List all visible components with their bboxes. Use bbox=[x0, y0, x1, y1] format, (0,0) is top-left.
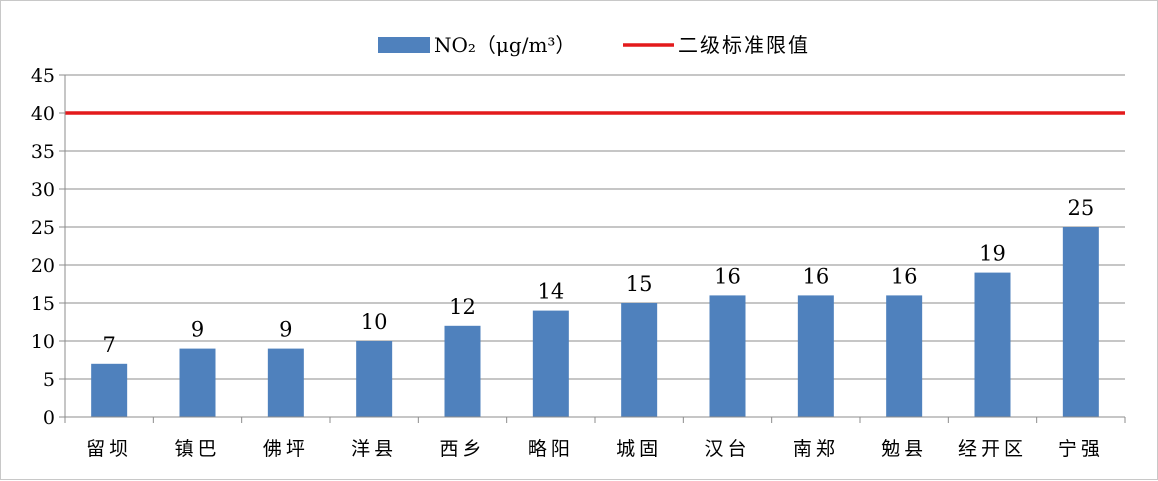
bar-value-label-1: 9 bbox=[191, 318, 204, 342]
bar-11 bbox=[1062, 227, 1099, 417]
bar-8 bbox=[797, 295, 834, 417]
x-category-label-9: 勉县 bbox=[881, 438, 927, 460]
x-category-label-1: 镇巴 bbox=[174, 438, 220, 460]
bar-value-label-8: 16 bbox=[802, 264, 829, 288]
axes-group: 0 5 10 15 20 25 30 35 40 45 留坝 镇巴 佛坪 洋县 西乡 略阳 城固 汉台 南郑 勉县 经开… bbox=[31, 65, 1126, 460]
x-category-label-2: 佛坪 bbox=[263, 438, 309, 460]
x-category-label-11: 宁强 bbox=[1058, 438, 1104, 460]
y-tick-label-35: 35 bbox=[31, 141, 55, 163]
x-category-label-8: 南郑 bbox=[793, 438, 839, 460]
bar-value-label-10: 19 bbox=[979, 242, 1006, 266]
bar-10 bbox=[974, 272, 1011, 417]
y-tick-label-40: 40 bbox=[31, 103, 55, 125]
y-tick-label-15: 15 bbox=[31, 293, 55, 315]
y-tick-label-30: 30 bbox=[31, 179, 55, 201]
bar-3 bbox=[356, 341, 393, 417]
y-tick-label-25: 25 bbox=[31, 217, 55, 239]
bar-value-label-2: 9 bbox=[279, 318, 292, 342]
legend-swatch-no2 bbox=[378, 37, 430, 53]
legend-label-no2: NO₂（μg/m³） bbox=[434, 33, 575, 57]
bar-value-label-5: 14 bbox=[537, 280, 564, 304]
bar-7 bbox=[709, 295, 746, 417]
bar-1 bbox=[179, 348, 216, 417]
bar-value-label-3: 10 bbox=[361, 310, 388, 334]
y-tick-label-0: 0 bbox=[43, 407, 55, 429]
x-category-label-0: 留坝 bbox=[86, 438, 132, 460]
y-tick-label-10: 10 bbox=[31, 331, 55, 353]
x-category-label-6: 城固 bbox=[616, 438, 662, 460]
bar-9 bbox=[886, 295, 923, 417]
legend-label-standard: 二级标准限值 bbox=[678, 33, 810, 57]
legend: NO₂（μg/m³） 二级标准限值 bbox=[378, 33, 810, 57]
x-category-label-10: 经开区 bbox=[958, 438, 1027, 460]
x-category-label-5: 略阳 bbox=[528, 438, 574, 460]
bars-group: 7 9 9 10 12 14 15 16 16 16 19 25 bbox=[91, 196, 1099, 417]
bar-value-label-11: 25 bbox=[1067, 196, 1094, 220]
x-category-label-7: 汉台 bbox=[704, 438, 750, 460]
y-tick-label-20: 20 bbox=[31, 255, 55, 277]
bar-6 bbox=[621, 303, 658, 417]
bar-value-label-0: 7 bbox=[102, 333, 115, 357]
bar-0 bbox=[91, 363, 128, 417]
bar-5 bbox=[532, 310, 569, 417]
y-tick-label-5: 5 bbox=[43, 369, 55, 391]
bar-value-label-6: 15 bbox=[626, 272, 653, 296]
bar-value-label-9: 16 bbox=[891, 264, 918, 288]
gridlines bbox=[65, 74, 1125, 380]
x-category-label-4: 西乡 bbox=[439, 438, 485, 460]
y-tick-label-45: 45 bbox=[31, 65, 55, 87]
bar-value-label-4: 12 bbox=[449, 295, 476, 319]
bar-value-label-7: 16 bbox=[714, 264, 741, 288]
bar-4 bbox=[444, 325, 481, 417]
x-category-label-3: 洋县 bbox=[351, 438, 397, 460]
bar-2 bbox=[267, 348, 304, 417]
